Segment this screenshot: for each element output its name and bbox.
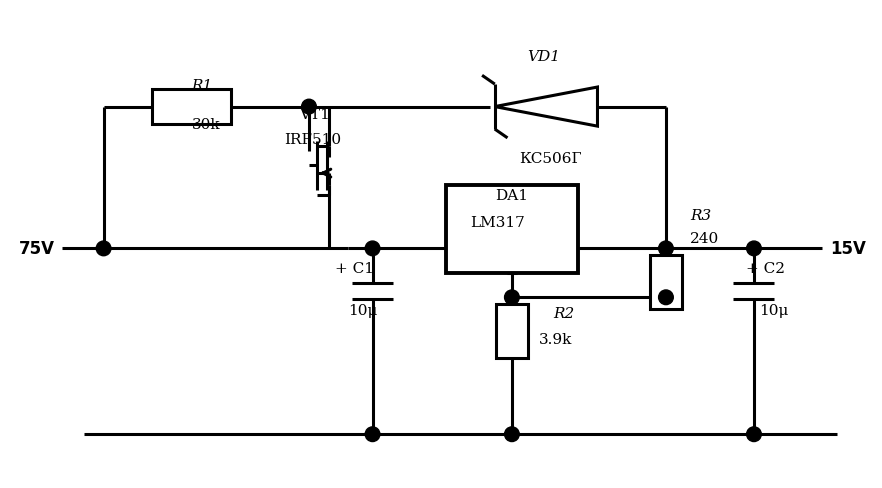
Circle shape <box>505 290 519 305</box>
Text: + C1: + C1 <box>335 261 374 275</box>
Bar <box>446 185 578 273</box>
Text: КС506Г: КС506Г <box>519 152 582 166</box>
Circle shape <box>96 242 111 256</box>
Circle shape <box>365 427 380 442</box>
Bar <box>497 305 527 358</box>
Bar <box>153 90 231 124</box>
Circle shape <box>747 427 761 442</box>
Text: LM317: LM317 <box>470 216 525 229</box>
Text: 3.9k: 3.9k <box>539 332 572 346</box>
Text: 30k: 30k <box>192 118 220 132</box>
Text: R1: R1 <box>191 79 212 93</box>
Text: 10μ: 10μ <box>348 303 377 317</box>
Text: 10μ: 10μ <box>759 303 789 317</box>
Text: 240: 240 <box>691 232 720 246</box>
Circle shape <box>659 290 673 305</box>
Circle shape <box>659 242 673 256</box>
Circle shape <box>747 242 761 256</box>
Text: VD1: VD1 <box>527 49 560 63</box>
Text: IRF510: IRF510 <box>285 132 341 146</box>
Circle shape <box>505 427 519 442</box>
Text: + C2: + C2 <box>746 261 785 275</box>
Text: 75V: 75V <box>19 240 55 258</box>
Text: R3: R3 <box>691 208 712 223</box>
Text: VT1: VT1 <box>299 108 330 122</box>
Text: R2: R2 <box>554 306 575 320</box>
Circle shape <box>365 242 380 256</box>
Circle shape <box>302 100 317 115</box>
Text: DA1: DA1 <box>495 188 528 202</box>
Bar <box>650 256 682 309</box>
Polygon shape <box>495 88 597 127</box>
Text: 15V: 15V <box>830 240 866 258</box>
